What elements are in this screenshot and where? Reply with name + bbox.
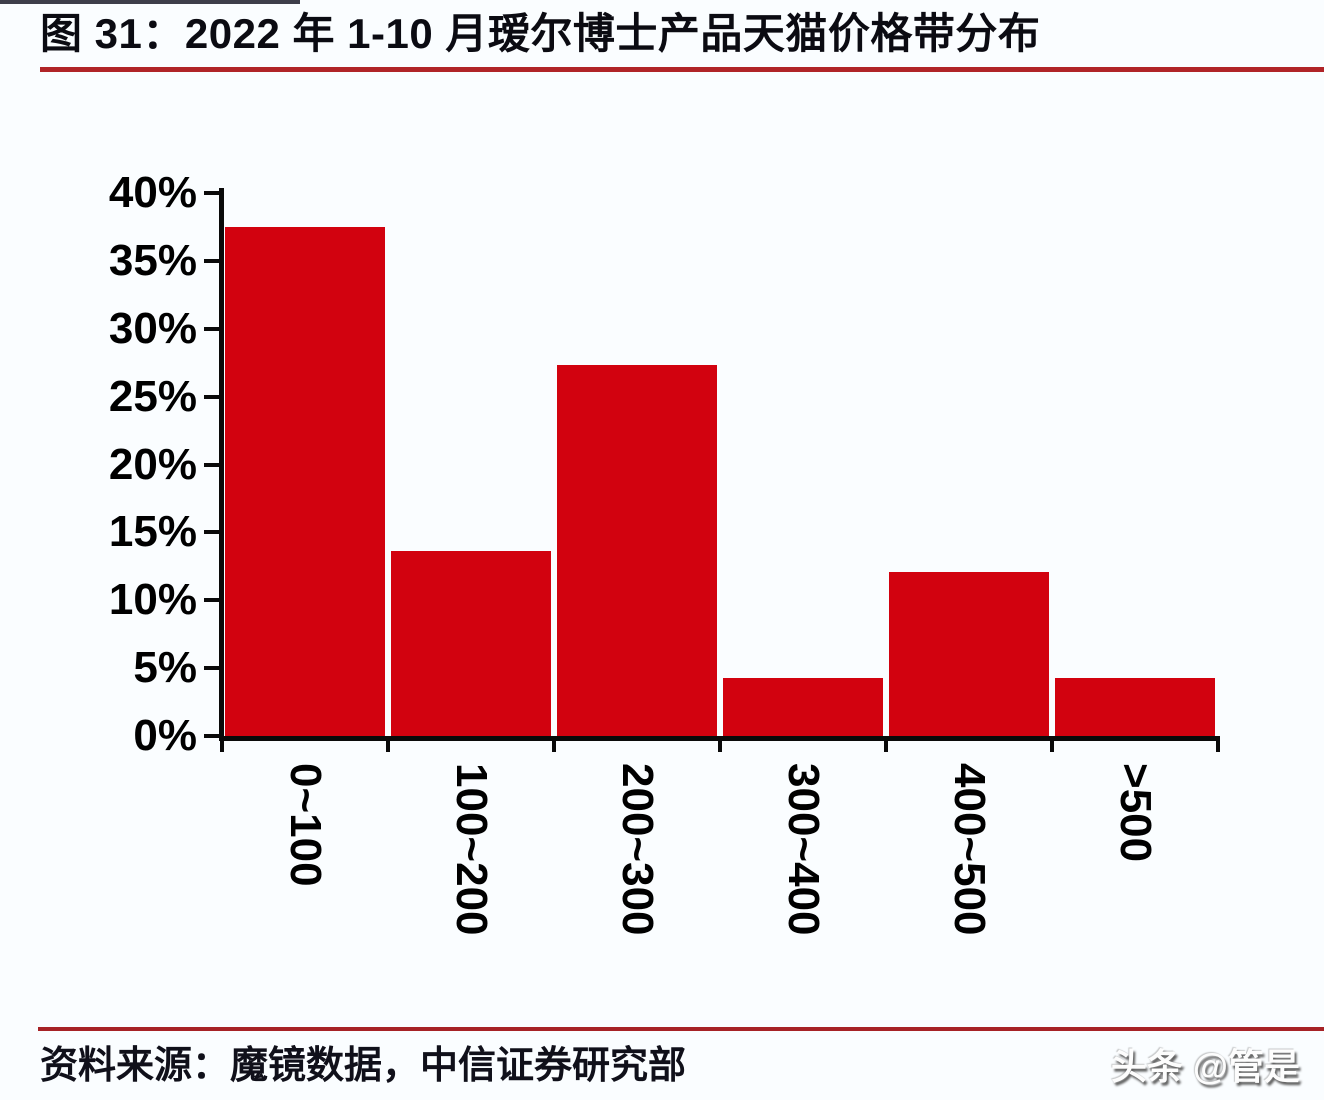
x-axis-tick: [1215, 736, 1220, 752]
title-underline-rule: [40, 67, 1324, 72]
chart-title: 图 31：2022 年 1-10 月瑷尔博士产品天猫价格带分布: [40, 10, 1041, 57]
x-axis-category-label: 100~200: [446, 763, 496, 936]
y-axis-tick-label: 10%: [108, 575, 197, 625]
y-axis-tick: [204, 530, 219, 535]
bar-chart: 0% 5% 10% 15% 20% 25% 30% 35% 40% 0~100 100~200 200…: [0, 80, 1324, 1020]
y-axis-tick-label: 35%: [108, 235, 197, 285]
x-axis-category-label: >500: [1110, 763, 1160, 863]
y-axis-tick: [204, 258, 219, 263]
y-axis-tick-label: 0%: [133, 711, 197, 760]
y-axis-tick-label: 40%: [108, 168, 197, 217]
chart-bar: [1054, 677, 1215, 736]
footer-rule: [38, 1027, 1324, 1031]
y-axis-tick-label: 15%: [108, 507, 197, 557]
y-axis-tick: [204, 191, 219, 195]
y-axis-tick: [204, 394, 219, 399]
x-axis-tick: [551, 736, 556, 752]
screenshot-edge-artifact: [0, 0, 300, 4]
watermark-text: 头条 @管是: [1110, 1046, 1300, 1087]
x-axis-tick: [717, 736, 722, 752]
x-axis-category-label: 0~100: [280, 763, 330, 887]
chart-bar: [722, 677, 883, 736]
y-axis-tick-label: 30%: [108, 303, 197, 353]
y-axis-tick: [204, 666, 219, 671]
x-axis-tick: [219, 736, 224, 752]
x-axis-tick: [1049, 736, 1054, 752]
y-axis-tick: [204, 326, 219, 331]
x-axis-category-label: 200~300: [612, 763, 662, 936]
chart-bar: [224, 226, 385, 736]
y-axis-tick: [204, 734, 219, 738]
y-axis-tick-label: 5%: [133, 643, 197, 693]
source-note: 资料来源：魔镜数据，中信证券研究部: [40, 1045, 687, 1087]
x-axis-category-label: 400~500: [944, 763, 994, 936]
chart-bar: [556, 365, 717, 736]
chart-bar: [888, 571, 1049, 736]
y-axis-tick: [204, 462, 219, 467]
y-axis-tick-label: 20%: [108, 439, 197, 489]
x-axis-tick: [385, 736, 390, 752]
y-axis-tick-label: 25%: [108, 371, 197, 421]
y-axis-tick: [204, 598, 219, 603]
chart-bar: [390, 551, 551, 736]
x-axis-category-label: 300~400: [778, 763, 828, 936]
x-axis-tick: [883, 736, 888, 752]
y-axis-line: [219, 188, 224, 741]
